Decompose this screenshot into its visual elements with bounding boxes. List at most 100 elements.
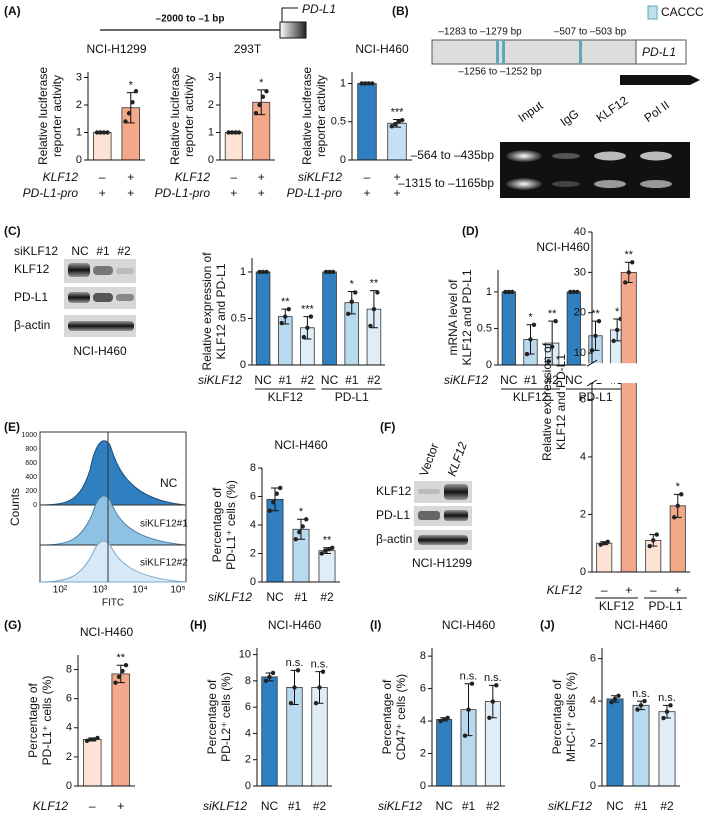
- data-point: [301, 334, 307, 340]
- row-label: PD-L1-pro: [287, 186, 343, 200]
- site-label: –1283 to –1279 bp: [438, 27, 522, 38]
- y-tick-label: 0: [486, 359, 492, 371]
- significance: *: [350, 278, 355, 290]
- y-tick-label: 0: [340, 154, 346, 166]
- band: [418, 489, 440, 494]
- data-point: [319, 551, 324, 556]
- row-label: siKLF12: [203, 799, 247, 813]
- row-cell: +: [127, 186, 134, 200]
- row-cell: +: [99, 186, 106, 200]
- data-point: [330, 269, 336, 275]
- data-point: [490, 699, 496, 704]
- band-label: PD-L1: [14, 290, 48, 304]
- y-tick-label: 0: [580, 566, 586, 578]
- y-tick-label: 2: [580, 508, 586, 520]
- y-tick-label: 0: [66, 780, 72, 792]
- data-point: [349, 299, 354, 304]
- data-point: [611, 338, 616, 344]
- y-axis-label: Percentage of: [550, 679, 564, 754]
- cell-line: NCI-H1299: [412, 556, 472, 570]
- row-cell: –: [650, 583, 657, 597]
- cell-line: NCI-H460: [73, 344, 127, 358]
- data-point: [396, 119, 401, 124]
- data-point: [593, 333, 598, 338]
- panel-label: (I): [370, 618, 381, 632]
- bar: [83, 739, 102, 787]
- count-tick: 800: [25, 446, 37, 453]
- row-cell: #2: [313, 799, 327, 813]
- data-point: [371, 306, 377, 312]
- bar: [606, 698, 624, 787]
- y-axis-label: PD-L1⁺ cells (%): [40, 676, 54, 766]
- row-label: siKLF12: [548, 799, 592, 813]
- panel-label: (H): [190, 618, 207, 632]
- break-mark: [586, 359, 598, 367]
- row-cell: +: [393, 170, 400, 184]
- data-point: [487, 715, 492, 721]
- data-point: [623, 280, 628, 285]
- y-tick-label: 6: [245, 701, 251, 713]
- data-point: [267, 508, 272, 513]
- promoter-range: –2000 to –1 bp: [156, 14, 225, 25]
- row-cell: #1: [524, 373, 538, 387]
- data-point: [647, 543, 652, 549]
- y-tick-label: 0: [250, 576, 256, 588]
- blot-header: siKLF12: [14, 244, 58, 258]
- y-axis-label: Relative expression of: [540, 342, 554, 461]
- flow-plot: [39, 431, 187, 583]
- data-point: [113, 680, 118, 685]
- data-point: [304, 517, 309, 522]
- y-tick-label: 30: [574, 266, 586, 278]
- data-point: [120, 668, 125, 674]
- significance: n.s.: [460, 671, 478, 683]
- data-point: [257, 102, 262, 108]
- y-tick-label: 6: [580, 393, 586, 405]
- data-point: [654, 532, 659, 537]
- significance: *: [615, 306, 620, 318]
- y-tick-label: 1: [240, 266, 246, 278]
- histogram: [39, 540, 187, 583]
- histogram: [39, 440, 187, 506]
- axis-break: [586, 363, 690, 383]
- lane-label: NC: [71, 244, 89, 258]
- data-point: [531, 322, 537, 328]
- data-point: [317, 685, 322, 690]
- band: [552, 153, 580, 159]
- data-point: [133, 89, 139, 94]
- data-point: [359, 81, 364, 86]
- significance: **: [116, 652, 125, 664]
- y-tick-label: 0: [208, 154, 214, 166]
- significance: *: [129, 80, 134, 92]
- data-point: [101, 130, 107, 135]
- y-tick-label: 2: [66, 751, 72, 763]
- lane-label: IgG: [558, 106, 582, 129]
- data-point: [571, 289, 577, 295]
- row-label: PD-L1-pro: [23, 186, 79, 200]
- error-bar: [116, 664, 125, 684]
- count-tick: 400: [25, 474, 37, 481]
- band: [594, 180, 626, 188]
- bar: [596, 542, 613, 573]
- error-bar: [271, 487, 279, 512]
- data-point: [400, 118, 405, 123]
- significance: *: [528, 312, 533, 324]
- y-axis-label: reporter activity: [50, 75, 64, 157]
- row-cell: NC: [321, 373, 339, 387]
- band: [116, 268, 134, 274]
- data-point: [598, 542, 603, 547]
- data-point: [320, 669, 326, 674]
- data-point: [609, 699, 614, 705]
- row-label: KLF12: [33, 799, 69, 813]
- data-point: [635, 707, 640, 712]
- chart-title: NCI-H460: [274, 438, 328, 452]
- row-label: –1315 to –1165bp: [398, 176, 494, 190]
- y-tick-label: 8: [66, 663, 72, 675]
- chart-title: NCI-H1299: [86, 42, 146, 56]
- data-point: [503, 289, 508, 295]
- y-tick-label: 8: [420, 650, 426, 662]
- y-tick-label: 0.5: [477, 322, 492, 334]
- row-cell: NC: [565, 373, 583, 387]
- error-bar: [257, 89, 266, 116]
- count-tick: 0: [33, 502, 37, 509]
